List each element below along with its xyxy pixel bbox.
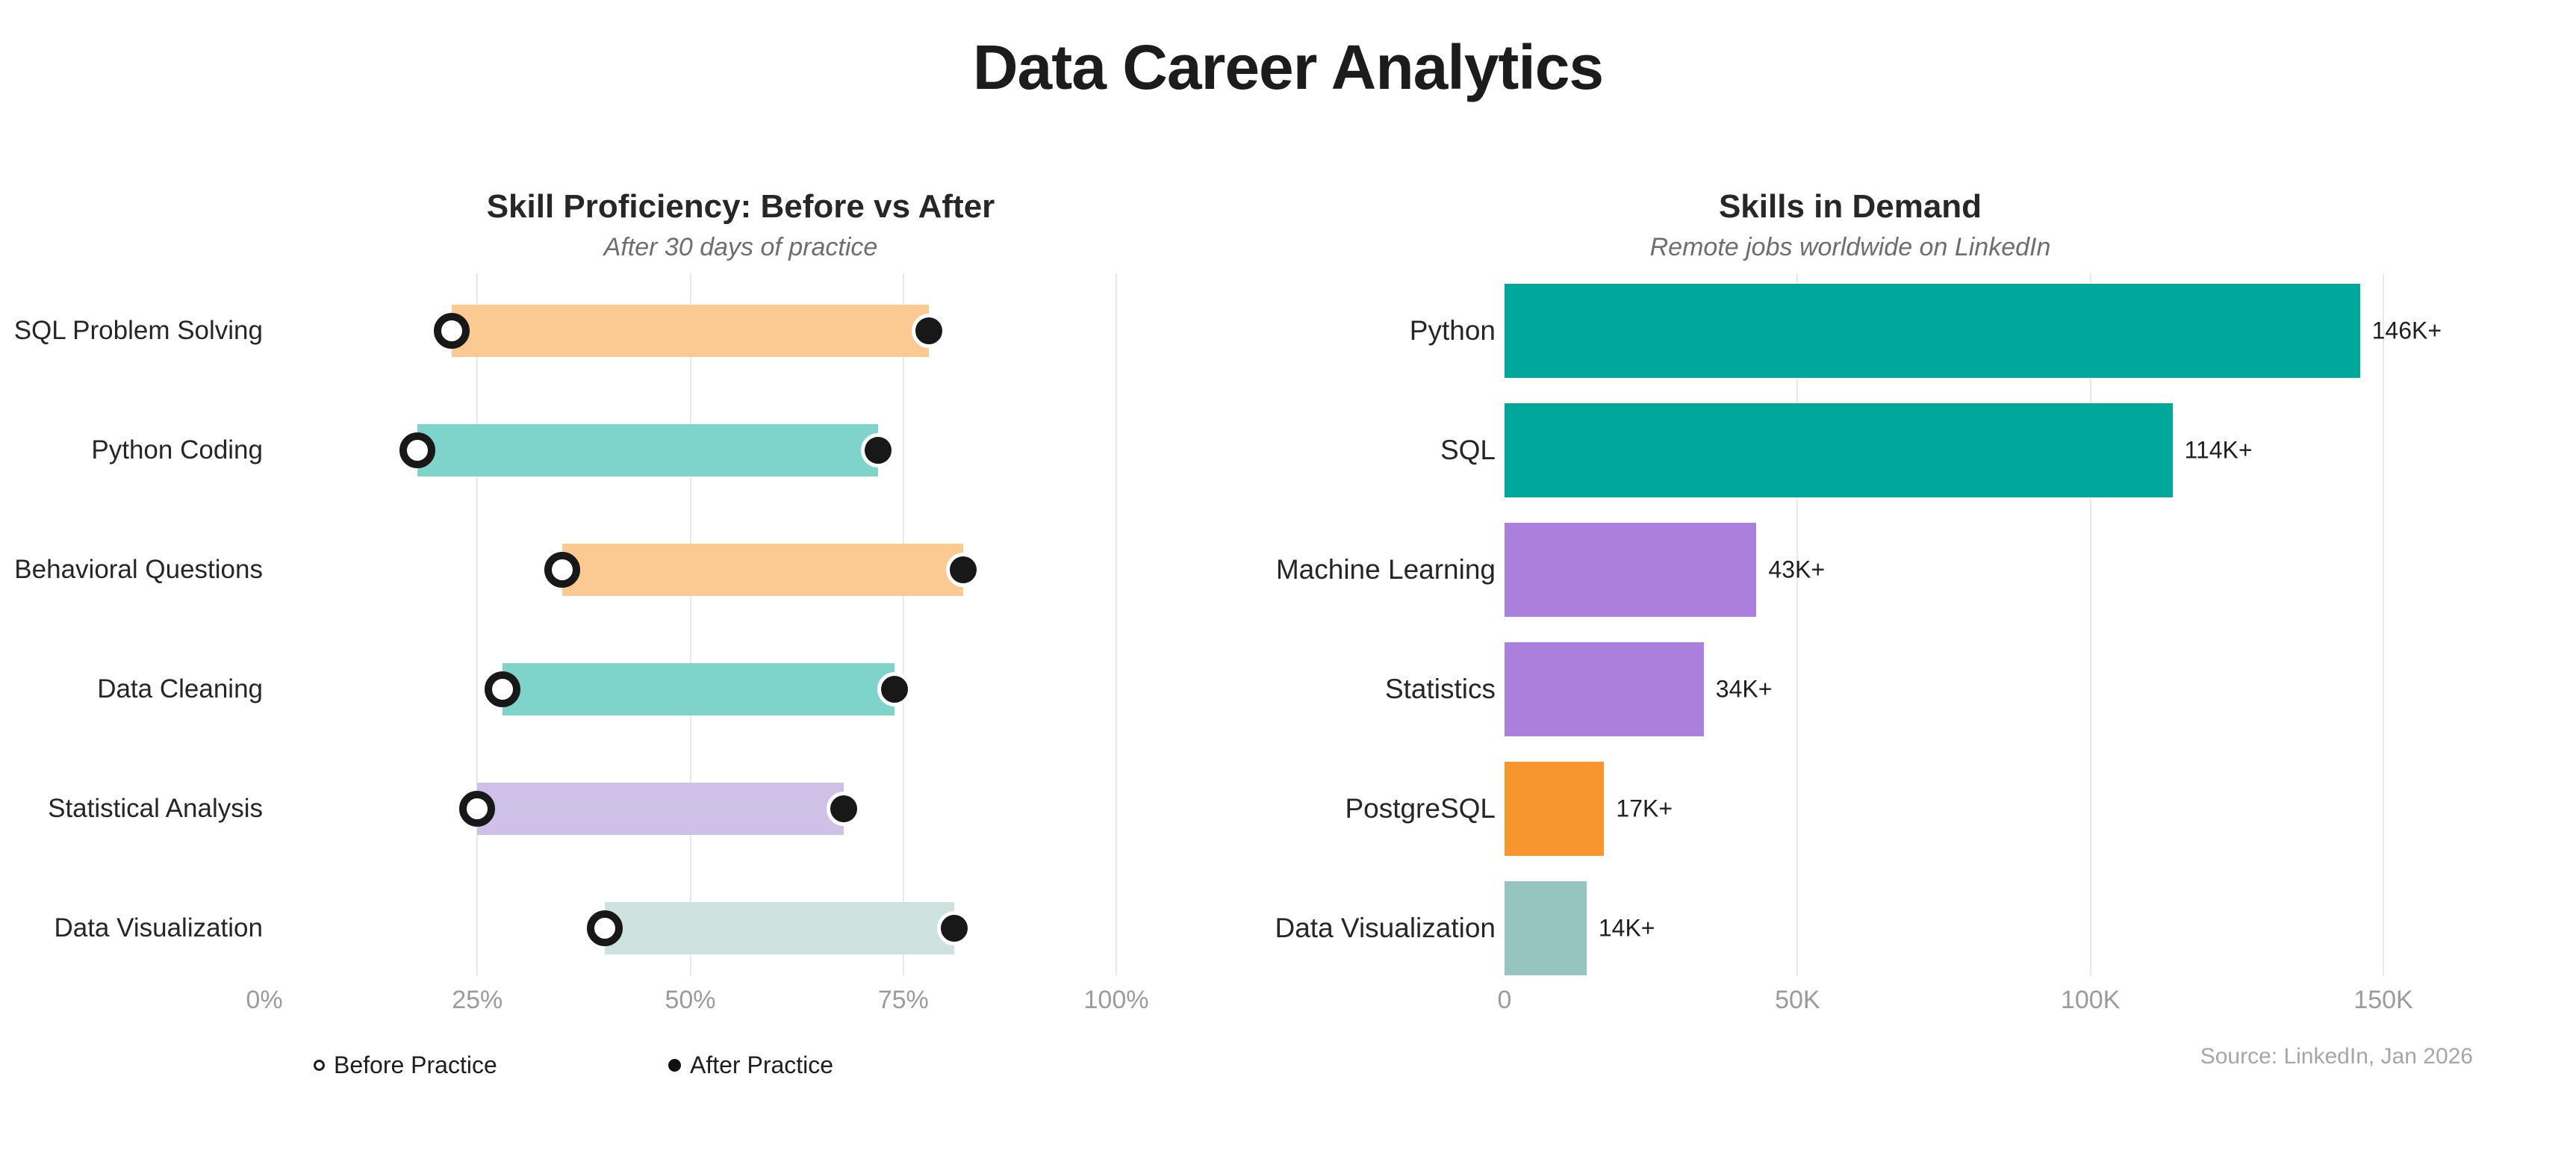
- value-bar: [1505, 642, 1704, 736]
- x-axis-tick: 25%: [452, 986, 503, 1014]
- source-note: Source: LinkedIn, Jan 2026: [2200, 1044, 2473, 1069]
- category-label: Behavioral Questions: [14, 555, 263, 584]
- legend-item-before: Before Practice: [314, 1051, 497, 1079]
- category-label: Machine Learning: [1275, 554, 1496, 585]
- proficiency-chart-title: Skill Proficiency: Before vs After: [486, 188, 995, 225]
- x-axis-tick: 50%: [665, 986, 716, 1014]
- value-bar: [1505, 881, 1587, 975]
- open-circle-icon: [314, 1060, 325, 1071]
- gridline: [1116, 273, 1117, 975]
- x-axis-tick: 150K: [2353, 986, 2413, 1014]
- legend-label-after: After Practice: [690, 1051, 834, 1078]
- category-label: SQL Problem Solving: [13, 316, 263, 345]
- after-marker: [945, 553, 980, 587]
- before-marker: [544, 552, 581, 588]
- category-label: Statistics: [1384, 674, 1496, 704]
- value-label: 17K+: [1616, 795, 1673, 822]
- x-axis-tick: 50K: [1775, 986, 1820, 1014]
- category-label: Data Visualization: [54, 913, 263, 942]
- gridline: [902, 273, 904, 975]
- category-label: Data Cleaning: [97, 674, 263, 703]
- proficiency-chart-subtitle: After 30 days of practice: [603, 233, 878, 261]
- dumbbell-bar: [417, 424, 878, 476]
- x-axis-tick: 0: [1497, 986, 1512, 1014]
- value-bar: [1505, 403, 2173, 497]
- gridline: [1796, 273, 1799, 975]
- value-bar: [1505, 523, 1757, 617]
- value-bar: [1505, 762, 1605, 856]
- category-label: SQL: [1440, 435, 1496, 465]
- before-marker: [587, 910, 623, 946]
- before-marker: [459, 791, 496, 827]
- after-marker: [911, 314, 946, 348]
- value-label: 14K+: [1598, 914, 1655, 942]
- category-label: Statistical Analysis: [48, 794, 263, 823]
- gridline: [2089, 273, 2091, 975]
- x-axis-tick: 100%: [1083, 986, 1149, 1014]
- proficiency-legend: Before Practice After Practice: [0, 1044, 1307, 1089]
- category-label: PostgreSQL: [1345, 793, 1496, 824]
- gridline: [689, 273, 691, 975]
- filled-circle-icon: [668, 1059, 681, 1072]
- value-bar: [1505, 284, 2360, 378]
- before-marker: [434, 313, 470, 349]
- legend-item-after: After Practice: [668, 1051, 833, 1079]
- value-label: 34K+: [1715, 675, 1773, 703]
- legend-label-before: Before Practice: [334, 1051, 497, 1078]
- dumbbell-bar: [562, 544, 963, 596]
- demand-chart-subtitle: Remote jobs worldwide on LinkedIn: [1649, 233, 2051, 261]
- dumbbell-bar: [503, 663, 895, 715]
- dumbbell-bar: [477, 783, 844, 835]
- x-axis-tick: 0%: [246, 986, 283, 1014]
- after-marker: [860, 433, 895, 467]
- after-marker: [826, 792, 861, 826]
- gridline: [476, 273, 479, 975]
- value-label: 43K+: [1768, 556, 1826, 583]
- demand-chart-title: Skills in Demand: [1718, 188, 1982, 225]
- after-marker: [877, 672, 912, 706]
- dumbbell-bar: [452, 305, 929, 357]
- category-label: Data Visualization: [1275, 913, 1496, 943]
- category-label: Python: [1409, 315, 1496, 346]
- x-axis-tick: 75%: [877, 986, 929, 1014]
- value-label: 114K+: [2184, 436, 2253, 464]
- value-label: 146K+: [2371, 317, 2442, 344]
- after-marker: [937, 911, 972, 945]
- x-axis-tick: 100K: [2060, 986, 2121, 1014]
- category-label: Python Coding: [91, 435, 263, 465]
- gridline: [2383, 273, 2384, 975]
- dumbbell-bar: [605, 902, 955, 954]
- page-title: Data Career Analytics: [972, 32, 1604, 102]
- before-marker: [399, 432, 436, 468]
- before-marker: [485, 671, 521, 707]
